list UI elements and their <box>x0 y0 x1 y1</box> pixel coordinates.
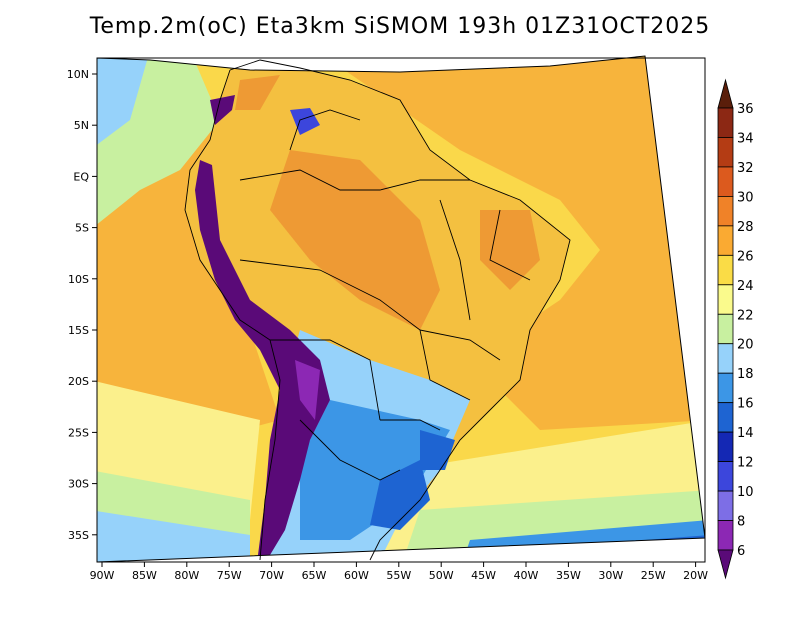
brazil-west-border <box>239 259 471 401</box>
northern-andes-region <box>210 95 235 125</box>
pacific-south-cooler <box>97 510 250 562</box>
colorbar-label: 8 <box>737 515 745 530</box>
colorbar-swatch <box>717 402 734 433</box>
colorbar-label: 24 <box>737 279 754 294</box>
colorbar-swatch <box>717 461 734 492</box>
lat-label: 30S <box>68 478 89 491</box>
lat-label: 25S <box>68 426 89 439</box>
lon-label: 30W <box>598 569 623 582</box>
brazil-north-border <box>239 169 470 191</box>
colorbar-swatch <box>717 195 734 227</box>
lon-label: 80W <box>174 569 199 582</box>
colorbar-swatch <box>717 490 734 521</box>
colorbar-swatch <box>717 372 734 404</box>
lat-label: 10N <box>67 68 89 81</box>
map-title: Temp.2m(oC) Eta3km SiSMOM 193h 01Z31OCT2… <box>89 14 711 39</box>
colorbar-label: 32 <box>737 161 754 176</box>
colorbar-max-arrow <box>717 78 734 109</box>
lon-label: 55W <box>386 569 411 582</box>
bolivia-border <box>270 339 381 421</box>
caribbean-hot-region <box>235 75 280 110</box>
lat-label: 20S <box>68 375 89 388</box>
lon-label: 40W <box>514 569 539 582</box>
colorbar-label: 26 <box>737 249 754 264</box>
colorbar-label: 16 <box>737 397 754 412</box>
latitude-axis: 10N 5N EQ 5S 10S 15S 20S 25S 30S 35S <box>67 68 97 542</box>
pacific-coastline <box>184 69 281 561</box>
longitude-axis: 90W 85W 80W 75W 70W 65W 60W 55W 50W 45W 40W 35W 30W 2… <box>90 562 708 582</box>
pacific-north-cooler <box>97 56 150 150</box>
lon-label: 35W <box>556 569 581 582</box>
state-border-2 <box>489 209 531 281</box>
colorbar-swatch <box>717 107 734 138</box>
state-border-1 <box>439 199 471 321</box>
colorbar-label: 20 <box>737 338 754 353</box>
lon-label: 45W <box>471 569 496 582</box>
lon-label: 90W <box>90 569 115 582</box>
colorbar-swatch <box>717 343 734 374</box>
venezuela-border <box>289 109 361 151</box>
country-borders <box>184 59 571 561</box>
lon-label: 50W <box>429 569 454 582</box>
lon-label: 25W <box>641 569 666 582</box>
colorbar-min-arrow <box>717 549 734 580</box>
colorbar-label: 34 <box>737 131 754 146</box>
lat-label: EQ <box>73 170 89 183</box>
atlantic-warm-region <box>330 56 705 430</box>
colorbar-swatch <box>717 137 734 168</box>
lon-label: 70W <box>259 569 284 582</box>
pacific-south-mild <box>97 380 260 520</box>
colorbar-label: 28 <box>737 220 754 235</box>
colorbar-label: 22 <box>737 308 754 323</box>
lat-label: 10S <box>68 273 89 286</box>
lat-label: 5N <box>74 119 89 132</box>
lon-label: 60W <box>344 569 369 582</box>
lon-label: 20W <box>683 569 708 582</box>
lat-label: 15S <box>68 324 89 337</box>
atlantic-coastline <box>229 59 571 561</box>
lat-label: 5S <box>75 222 89 235</box>
colorbar-label: 18 <box>737 367 754 382</box>
state-border-3 <box>419 329 501 361</box>
colorbar-swatch <box>717 284 734 315</box>
colorbar-swatch <box>717 520 734 551</box>
andes-cold-region <box>195 160 330 555</box>
colorbar-swatch <box>717 431 734 462</box>
interior-hot-region <box>270 150 440 330</box>
colorbar-label: 30 <box>737 190 754 205</box>
colorbar-label: 36 <box>737 102 754 117</box>
paraguay-border <box>380 419 441 431</box>
altiplano-cold <box>295 360 320 420</box>
colorbar-swatch <box>717 254 734 286</box>
colorbar-label: 12 <box>737 456 754 471</box>
temperature-field <box>97 56 705 562</box>
argentina-border <box>299 419 401 481</box>
colorbar-swatch <box>717 225 734 256</box>
colorbar-swatch <box>717 166 734 197</box>
colorbar-label: 10 <box>737 485 754 500</box>
map-frame <box>96 55 706 563</box>
colorbar-label: 6 <box>737 544 745 559</box>
colorbar: 6 8 10 12 14 16 18 20 22 24 26 28 30 32 34 36 <box>717 78 754 580</box>
lon-label: 65W <box>302 569 327 582</box>
lon-label: 75W <box>217 569 242 582</box>
plot-border <box>96 57 706 563</box>
lon-label: 85W <box>132 569 157 582</box>
lat-label: 35S <box>68 529 89 542</box>
colorbar-label: 14 <box>737 426 754 441</box>
southern-cold-region <box>300 400 450 540</box>
colorbar-swatch <box>717 313 734 345</box>
northeast-hot-region <box>480 210 540 290</box>
